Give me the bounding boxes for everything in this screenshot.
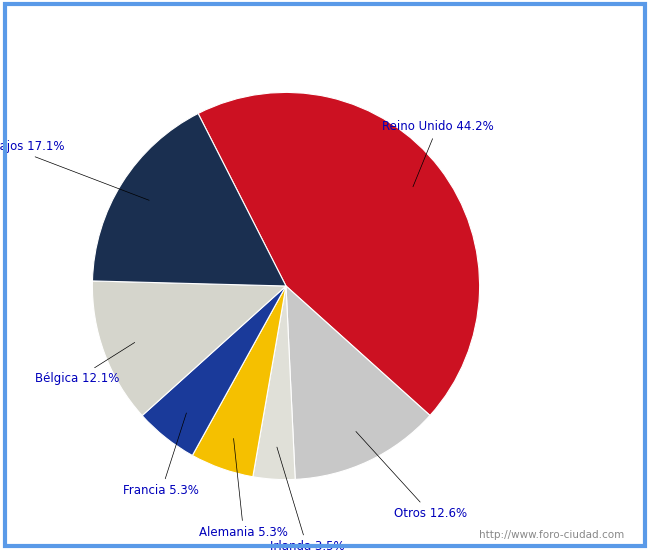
Text: Otros 12.6%: Otros 12.6% <box>356 432 467 520</box>
Text: Alcalalí - Turistas extranjeros según país - Abril de 2024: Alcalalí - Turistas extranjeros según pa… <box>132 16 518 31</box>
Text: Alemania 5.3%: Alemania 5.3% <box>199 438 288 539</box>
Text: Países Bajos 17.1%: Países Bajos 17.1% <box>0 140 149 200</box>
Wedge shape <box>253 286 295 480</box>
Wedge shape <box>286 286 430 480</box>
Wedge shape <box>198 92 480 415</box>
Wedge shape <box>192 286 286 477</box>
Wedge shape <box>92 113 286 286</box>
Text: Francia 5.3%: Francia 5.3% <box>124 413 200 497</box>
Wedge shape <box>92 281 286 416</box>
Text: Reino Unido 44.2%: Reino Unido 44.2% <box>382 120 493 187</box>
Text: Bélgica 12.1%: Bélgica 12.1% <box>35 343 135 385</box>
Text: http://www.foro-ciudad.com: http://www.foro-ciudad.com <box>479 530 624 540</box>
Wedge shape <box>142 286 286 455</box>
Text: Irlanda 3.5%: Irlanda 3.5% <box>270 447 344 550</box>
